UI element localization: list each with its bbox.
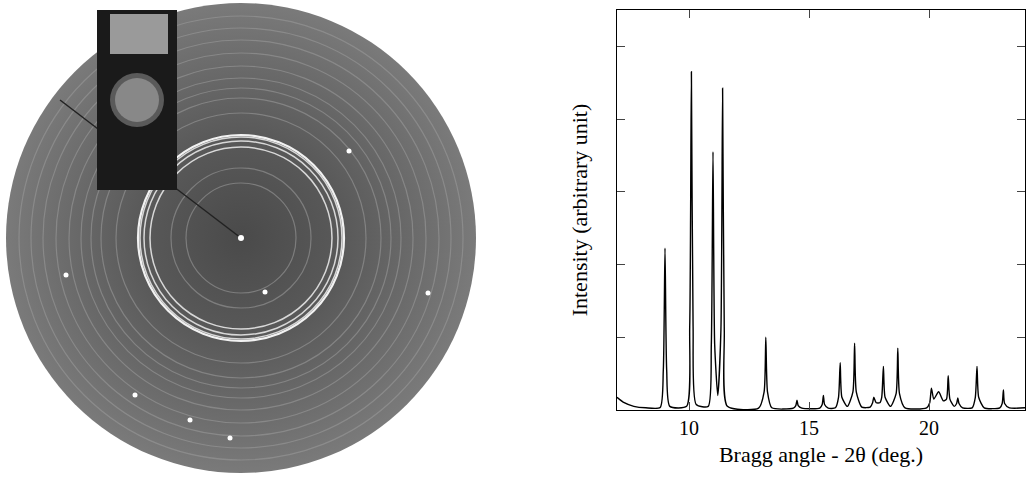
svg-text:15: 15 bbox=[799, 417, 819, 439]
svg-text:10: 10 bbox=[679, 417, 699, 439]
svg-text:Intensity (arbitrary unit): Intensity (arbitrary unit) bbox=[567, 104, 592, 317]
svg-text:Bragg angle - 2θ (deg.): Bragg angle - 2θ (deg.) bbox=[719, 442, 923, 467]
svg-text:20: 20 bbox=[919, 417, 939, 439]
